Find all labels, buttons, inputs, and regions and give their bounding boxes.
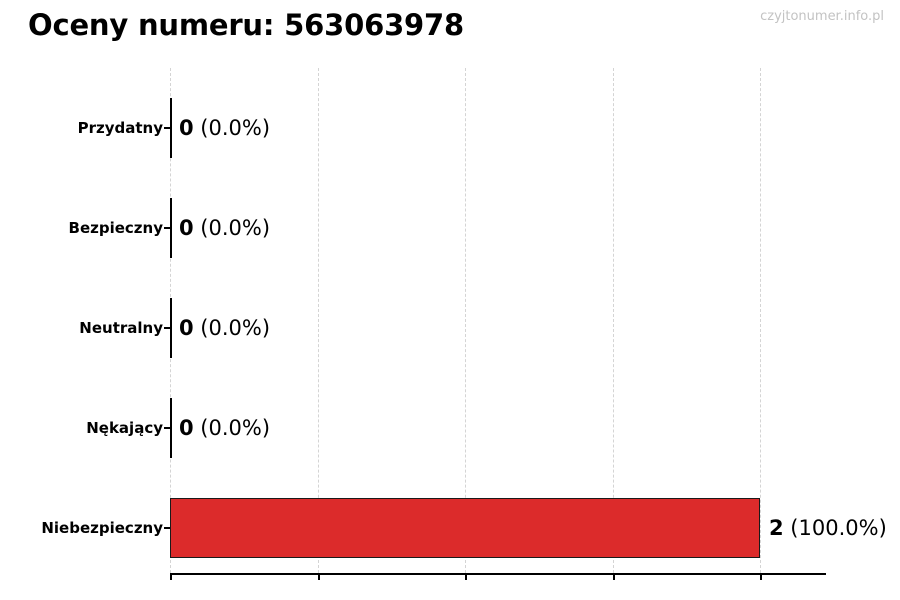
gridline-2 [465,68,466,573]
category-label-bezpieczny: Bezpieczny [68,219,163,237]
gridline-4 [760,68,761,573]
bar-niebezpieczny[interactable] [170,498,760,558]
bar-row: Bezpieczny 0 (0.0%) [0,198,900,258]
site-watermark: czyjtonumer.info.pl [760,9,884,24]
value-count: 2 [769,516,784,540]
value-count: 0 [179,116,194,140]
bar-przydatny[interactable] [170,98,172,158]
bar-row: Neutralny 0 (0.0%) [0,298,900,358]
category-label-neutralny: Neutralny [79,319,163,337]
x-tick-1 [317,573,320,580]
y-tick-0 [164,127,171,129]
value-count: 0 [179,316,194,340]
x-tick-3 [612,573,615,580]
bar-row: Niebezpieczny 2 (100.0%) [0,498,900,558]
y-tick-4 [164,527,171,529]
bar-neutralny[interactable] [170,298,172,358]
value-count: 0 [179,216,194,240]
page-title: Oceny numeru: 563063978 [28,8,464,42]
value-percent: (100.0%) [783,516,887,540]
x-tick-4 [760,573,762,580]
value-percent: (0.0%) [193,216,271,240]
bar-row: Nękający 0 (0.0%) [0,398,900,458]
bar-row: Przydatny 0 (0.0%) [0,98,900,158]
bar-nękający[interactable] [170,398,172,458]
y-tick-1 [164,227,171,229]
value-percent: (0.0%) [193,316,271,340]
value-label-nękający: 0 (0.0%) [179,416,270,440]
x-axis-line [170,573,826,575]
bar-bezpieczny[interactable] [170,198,172,258]
gridline-3 [612,68,614,573]
value-label-neutralny: 0 (0.0%) [179,316,270,340]
x-tick-2 [465,573,467,580]
value-percent: (0.0%) [193,116,271,140]
value-percent: (0.0%) [193,416,271,440]
value-label-przydatny: 0 (0.0%) [179,116,270,140]
gridline-1 [317,68,319,573]
category-label-nękający: Nękający [86,419,163,437]
y-tick-3 [164,427,171,429]
category-label-przydatny: Przydatny [77,119,163,137]
value-label-bezpieczny: 0 (0.0%) [179,216,270,240]
value-label-niebezpieczny: 2 (100.0%) [769,516,887,540]
y-tick-2 [164,327,171,329]
value-count: 0 [179,416,194,440]
category-label-niebezpieczny: Niebezpieczny [41,519,163,537]
x-tick-0 [170,573,172,580]
